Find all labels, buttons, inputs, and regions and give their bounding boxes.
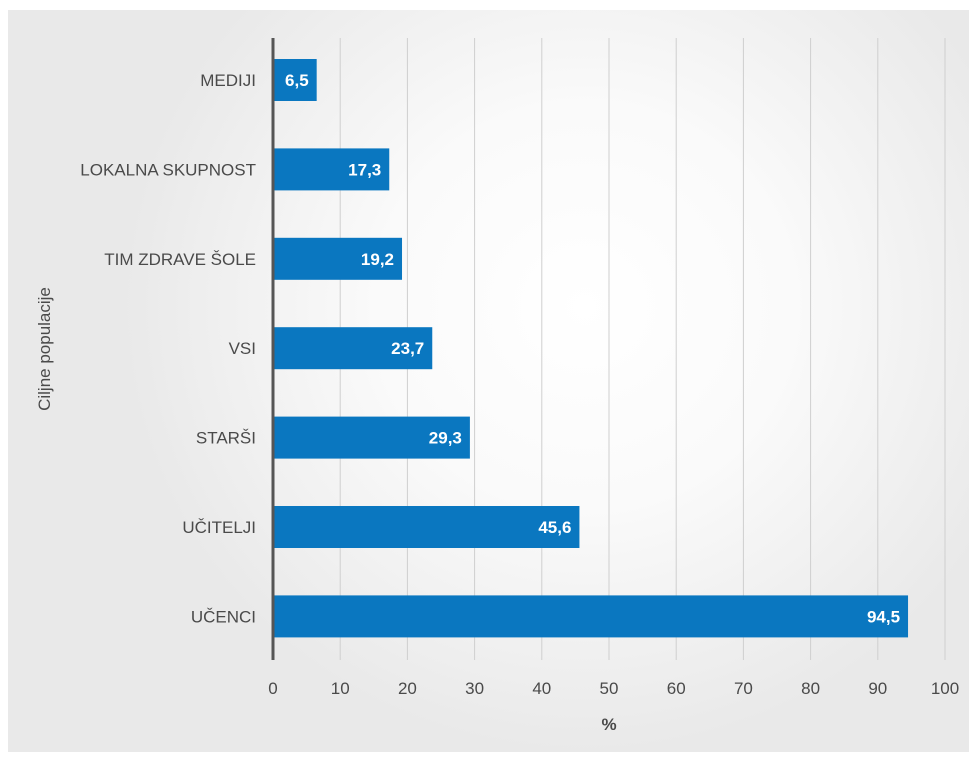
- bar-3: [273, 327, 433, 370]
- bar-2: [273, 237, 403, 280]
- chart-frame: 0 10 20 30 40 50 60 70 80 90 100 MEDIJI LOKALNA SKU…: [8, 10, 969, 752]
- data-label-3: 23,7: [391, 339, 424, 358]
- x-tick-label-90: 90: [868, 679, 887, 698]
- x-axis-title: %: [601, 715, 616, 734]
- bar-1: [273, 148, 390, 191]
- gridlines: [339, 38, 946, 660]
- data-labels: 6,5 17,3 19,2 23,7 29,3 45,6 94,5: [285, 71, 900, 626]
- x-tick-label-70: 70: [734, 679, 753, 698]
- y-axis-title: Ciljne populacije: [35, 287, 54, 411]
- category-label-3: VSI: [229, 339, 256, 358]
- x-tick-label-0: 0: [268, 679, 277, 698]
- bar-4: [273, 416, 470, 459]
- x-tick-label-80: 80: [801, 679, 820, 698]
- category-labels: MEDIJI LOKALNA SKUPNOST TIM ZDRAVE ŠOLE VSI…: [80, 71, 256, 626]
- x-tick-label-60: 60: [667, 679, 686, 698]
- bar-6: [273, 595, 909, 638]
- x-tick-label-40: 40: [532, 679, 551, 698]
- x-tick-label-10: 10: [331, 679, 350, 698]
- bar-chart: 0 10 20 30 40 50 60 70 80 90 100 MEDIJI LOKALNA SKU…: [35, 38, 959, 734]
- data-label-2: 19,2: [361, 250, 394, 269]
- data-label-4: 29,3: [429, 429, 462, 448]
- data-label-0: 6,5: [285, 71, 309, 90]
- data-label-1: 17,3: [348, 160, 381, 179]
- category-label-2: TIM ZDRAVE ŠOLE: [104, 250, 256, 269]
- category-label-6: UČENCI: [191, 607, 256, 626]
- bars: [273, 59, 909, 638]
- data-label-6: 94,5: [867, 607, 900, 626]
- x-tick-label-50: 50: [600, 679, 619, 698]
- bar-5: [273, 506, 580, 548]
- x-tick-label-100: 100: [931, 679, 959, 698]
- category-label-4: STARŠI: [196, 429, 256, 448]
- category-label-0: MEDIJI: [200, 71, 256, 90]
- x-tick-label-20: 20: [398, 679, 417, 698]
- category-label-1: LOKALNA SKUPNOST: [80, 160, 256, 179]
- x-tick-label-30: 30: [465, 679, 484, 698]
- x-tick-labels: 0 10 20 30 40 50 60 70 80 90 100: [268, 679, 959, 698]
- data-label-5: 45,6: [538, 518, 571, 537]
- bar-0: [273, 59, 317, 101]
- category-label-5: UČITELJI: [182, 518, 256, 537]
